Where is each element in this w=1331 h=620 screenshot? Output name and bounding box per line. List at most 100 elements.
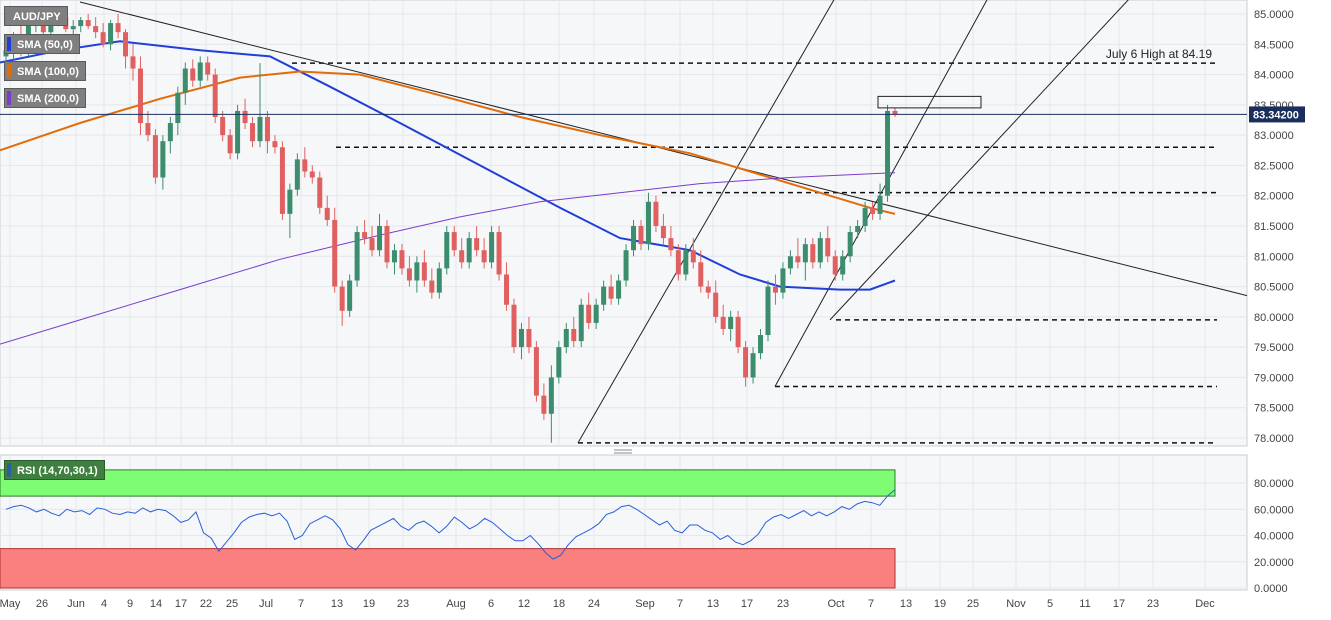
legend-sma100[interactable]: SMA (100,0) — [4, 61, 86, 81]
rsi-overbought-zone — [0, 469, 896, 497]
y-tick-label: 79.0000 — [1254, 372, 1294, 384]
x-tick-label: 17 — [175, 598, 187, 610]
channel-upper-line — [577, 0, 835, 444]
candle-body — [810, 244, 816, 263]
x-tick-label: 19 — [934, 598, 946, 610]
x-tick-label: Dec — [1195, 598, 1215, 610]
candle-body — [743, 347, 749, 378]
rsi-y-tick-label: 20.0000 — [1254, 557, 1294, 569]
candle-body — [675, 250, 681, 275]
candle-body — [436, 268, 442, 293]
x-tick-label: 7 — [298, 598, 304, 610]
candle-body — [362, 232, 368, 239]
rsi-label[interactable]: RSI (14,70,30,1) — [4, 460, 105, 480]
candle-body — [586, 304, 592, 323]
candle-body — [825, 238, 831, 257]
candle-body — [533, 347, 539, 396]
candle-body — [391, 250, 397, 263]
legend-sma200[interactable]: SMA (200,0) — [4, 88, 86, 108]
candle-body — [787, 256, 793, 269]
candle-body — [205, 62, 211, 75]
candle-body — [728, 316, 734, 329]
rsi-oversold-zone — [0, 548, 896, 589]
candle-body — [518, 328, 524, 348]
x-tick-label: 13 — [707, 598, 719, 610]
candle-body — [840, 256, 846, 275]
candle-body — [302, 159, 308, 172]
candle-body — [279, 147, 285, 214]
y-tick-label: 85.0000 — [1254, 9, 1294, 21]
x-tick-label: 26 — [36, 598, 48, 610]
legend-sma50[interactable]: SMA (50,0) — [4, 34, 80, 54]
candle-body — [332, 219, 338, 287]
candle-body — [220, 116, 226, 136]
candle-body — [399, 250, 405, 269]
y-tick-label: 78.0000 — [1254, 433, 1294, 445]
candle-body — [758, 335, 764, 354]
candle-body — [466, 238, 472, 263]
x-tick-label: Jul — [259, 598, 273, 610]
y-tick-label: 84.0000 — [1254, 70, 1294, 82]
candle-body — [317, 177, 323, 208]
candle-body — [444, 232, 450, 269]
candle-body — [832, 256, 838, 275]
candle-body — [735, 316, 741, 348]
candle-body — [571, 328, 577, 342]
x-tick-label: 11 — [1079, 598, 1090, 610]
x-tick-label: 13 — [331, 598, 343, 610]
candle-body — [631, 226, 637, 251]
candle-body — [235, 110, 241, 154]
candle-body — [70, 26, 76, 30]
candle-body — [287, 189, 293, 214]
sma200-swatch — [7, 91, 11, 105]
candle-body — [683, 250, 689, 275]
candle-body — [242, 110, 248, 124]
candle-body — [190, 68, 196, 81]
candle-body — [309, 171, 315, 178]
candle-body — [459, 250, 465, 263]
sma200-label: SMA (200,0) — [17, 93, 79, 105]
candle-body — [772, 286, 778, 293]
sma50-line — [0, 40, 896, 291]
candle-body — [504, 274, 510, 305]
candle-body — [227, 135, 233, 154]
x-tick-label: 25 — [967, 598, 979, 610]
price-pane — [0, 0, 1248, 447]
candle-body — [660, 226, 666, 239]
candle-body — [750, 353, 756, 378]
sma50-label: SMA (50,0) — [17, 39, 73, 51]
candle-body — [145, 123, 151, 136]
candle-body — [713, 292, 719, 317]
candle-body — [638, 226, 644, 245]
candle-body — [324, 207, 330, 220]
candle-body — [85, 20, 91, 27]
candle-body — [123, 32, 129, 57]
instrument-label[interactable]: AUD/JPY — [4, 6, 68, 26]
candle-body — [870, 207, 876, 214]
rsi-y-tick-label: 40.0000 — [1254, 531, 1294, 543]
candle-body — [257, 116, 263, 142]
candle-body — [369, 238, 375, 251]
candle-body — [526, 328, 532, 348]
rsi-name: RSI (14,70,30,1) — [17, 465, 98, 477]
candle-body — [481, 250, 487, 263]
rsi-swatch — [7, 463, 11, 477]
candle-body — [496, 232, 502, 275]
x-tick-label: Aug — [446, 598, 466, 610]
x-tick-label: 13 — [900, 598, 912, 610]
candle-body — [593, 304, 599, 323]
candle-body — [556, 347, 562, 378]
x-tick-label: 5 — [1047, 598, 1053, 610]
candle-body — [645, 201, 651, 245]
annotation-label: July 6 High at 84.19 — [1106, 47, 1212, 61]
y-tick-label: 80.5000 — [1254, 282, 1294, 294]
candle-body — [339, 286, 345, 311]
x-tick-label: 22 — [200, 598, 212, 610]
candle-body — [847, 232, 853, 257]
y-tick-label: 80.0000 — [1254, 312, 1294, 324]
candle-body — [451, 232, 457, 251]
y-tick-label: 84.5000 — [1254, 39, 1294, 51]
current-price-badge — [1249, 106, 1305, 123]
sma200-line — [0, 172, 896, 345]
